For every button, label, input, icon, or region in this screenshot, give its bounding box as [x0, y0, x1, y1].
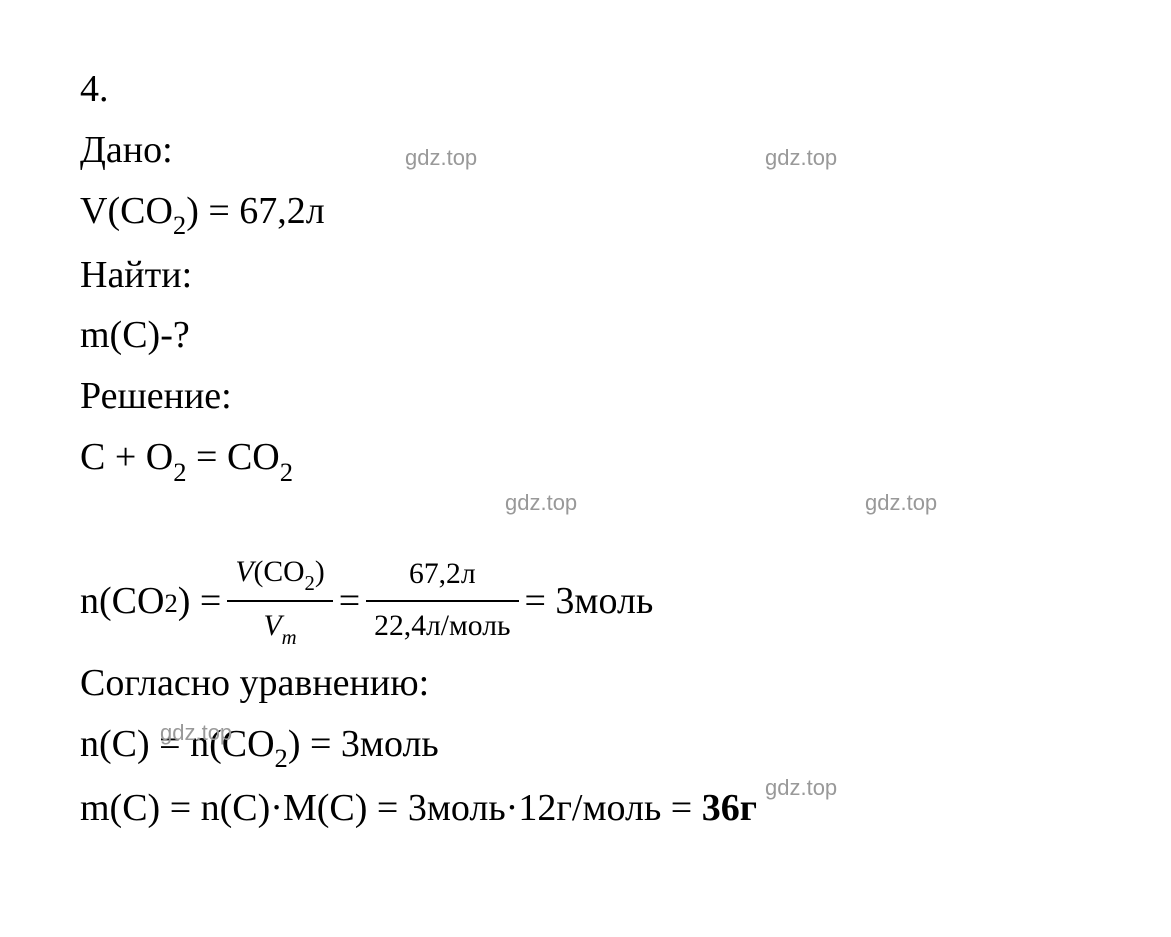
chemical-equation: C + O2 = CO2	[80, 428, 1091, 490]
frac2-denominator: 22,4л/моль	[366, 602, 518, 650]
watermark-text: gdz.top	[160, 720, 232, 746]
according-label: Согласно уравнению:	[80, 654, 1091, 713]
calc-prefix: n(CO	[80, 572, 164, 631]
mc-text: m(C) = n(C)·M(C) = 3моль·12г/моль =	[80, 787, 702, 829]
result-3mol: = 3моль	[525, 572, 654, 631]
given-value: V(CO2) = 67,2л	[80, 182, 1091, 244]
watermark-text: gdz.top	[865, 490, 937, 516]
mc-result: 36г	[702, 787, 757, 829]
frac1-num-co: (CO	[253, 556, 304, 588]
frac1-num-v: V	[235, 556, 253, 588]
frac1-den-v: V	[263, 610, 281, 642]
find-value: m(C)-?	[80, 306, 1091, 365]
watermark-text: gdz.top	[405, 145, 477, 171]
calc-after: ) =	[178, 572, 222, 631]
watermark-text: gdz.top	[505, 490, 577, 516]
frac1-denominator: Vm	[227, 602, 332, 652]
watermark-text: gdz.top	[765, 145, 837, 171]
solution-label: Решение:	[80, 367, 1091, 426]
watermark-text: gdz.top	[765, 775, 837, 801]
eq-sub-1: 2	[173, 457, 186, 487]
eq-sub-2: 2	[280, 457, 293, 487]
given-label: Дано:	[80, 121, 1091, 180]
nc-post: ) = 3моль	[288, 723, 439, 765]
frac1-num-sub: 2	[304, 573, 314, 595]
given-text-1: V(CO	[80, 190, 173, 232]
given-sub: 2	[173, 210, 186, 240]
nc-sub: 2	[275, 743, 288, 773]
mc-equation: m(C) = n(C)·M(C) = 3моль·12г/моль = 36г	[80, 779, 1091, 838]
find-label: Найти:	[80, 246, 1091, 305]
frac2-numerator: 67,2л	[366, 552, 518, 602]
frac1-num-close: )	[315, 556, 325, 588]
spacer	[80, 492, 1091, 532]
eq-sign-1: =	[339, 572, 360, 631]
eq-part-1: C + O	[80, 436, 173, 478]
fraction-1: V(CO2) Vm	[227, 550, 332, 652]
calc-sub: 2	[164, 583, 177, 624]
eq-part-2: = CO	[187, 436, 280, 478]
fraction-2: 67,2л 22,4л/моль	[366, 552, 518, 650]
frac1-den-m: m	[282, 627, 297, 649]
frac1-numerator: V(CO2)	[227, 550, 332, 602]
calculation-line: n(CO2) = V(CO2) Vm = 67,2л 22,4л/моль = …	[80, 550, 1091, 652]
problem-number: 4.	[80, 60, 1091, 119]
given-text-2: ) = 67,2л	[186, 190, 325, 232]
